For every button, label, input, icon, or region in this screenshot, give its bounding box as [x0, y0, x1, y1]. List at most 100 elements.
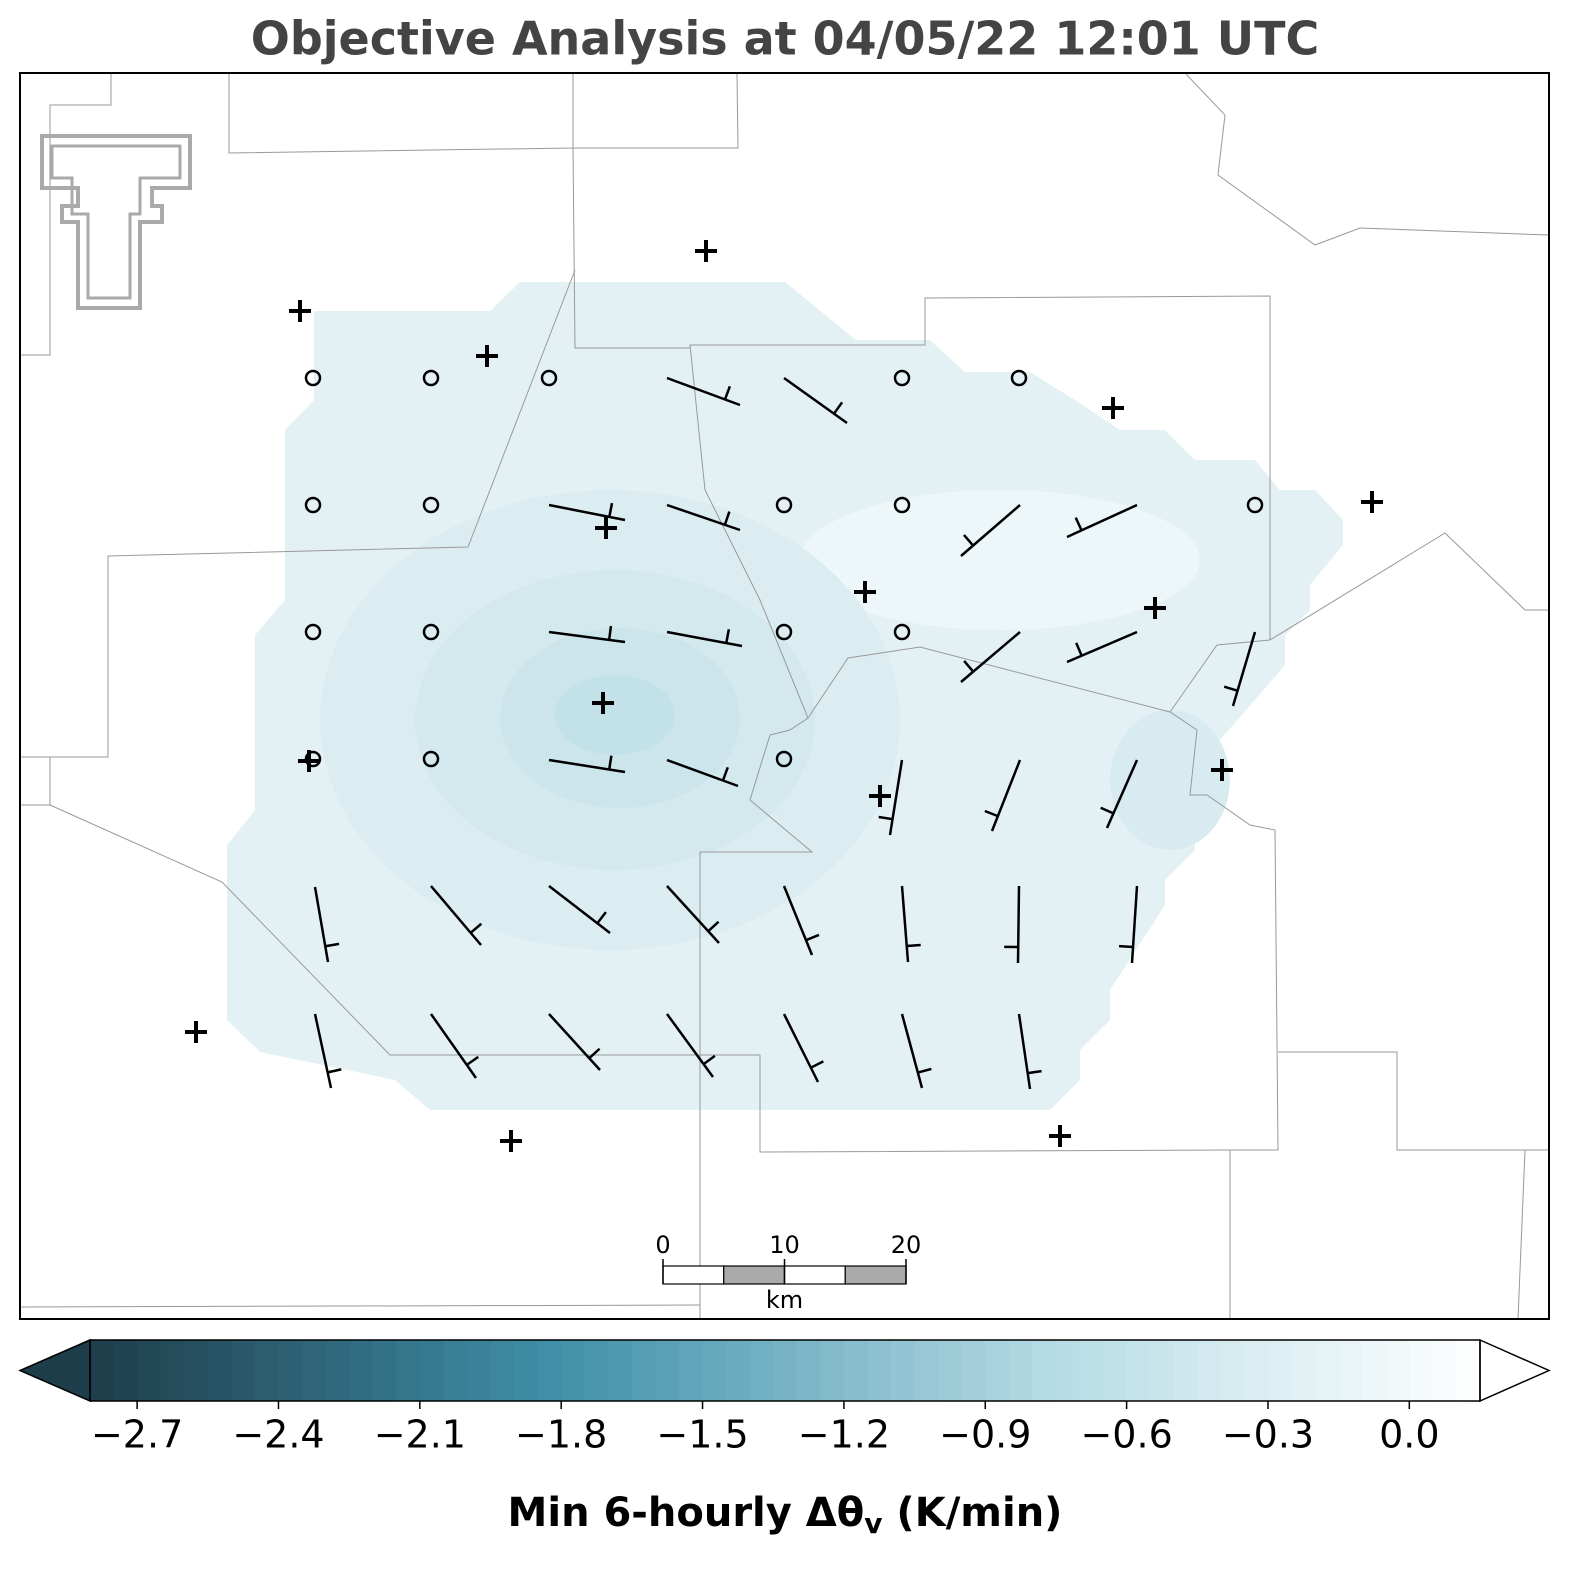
colorbar-band — [844, 1340, 868, 1401]
colorbar-tick-label: −1.5 — [656, 1413, 748, 1457]
colorbar-band — [608, 1340, 632, 1401]
colorbar-band — [1197, 1340, 1221, 1401]
colorbar-band — [773, 1340, 797, 1401]
colorbar-band — [208, 1340, 232, 1401]
colorbar-band — [184, 1340, 208, 1401]
wind-barb-flag — [907, 945, 921, 946]
site-marker — [1361, 491, 1383, 513]
colorbar-band — [938, 1340, 962, 1401]
colorbar-band — [137, 1340, 161, 1401]
colorbar-band — [491, 1340, 515, 1401]
colorbar-band — [278, 1340, 302, 1401]
colorbar-band — [820, 1340, 844, 1401]
colorbar-band — [255, 1340, 279, 1401]
colorbar-band — [1032, 1340, 1056, 1401]
colorbar-band — [1409, 1340, 1433, 1401]
colorbar-band — [373, 1340, 397, 1401]
colorbar-tick-label: −0.9 — [939, 1413, 1031, 1457]
colorbar-tick-label: −1.2 — [798, 1413, 890, 1457]
colorbar-band — [1127, 1340, 1151, 1401]
colorbar-tick-label: 0.0 — [1379, 1413, 1439, 1457]
colorbar-band — [1292, 1340, 1316, 1401]
colorbar-band — [561, 1340, 585, 1401]
colorbar-band — [349, 1340, 373, 1401]
colorbar-band — [1009, 1340, 1033, 1401]
colorbar-band — [632, 1340, 656, 1401]
colorbar-band — [1386, 1340, 1410, 1401]
colorbar-extend-low — [20, 1340, 90, 1401]
colorbar-band — [467, 1340, 491, 1401]
colorbar-tick-label: −0.3 — [1222, 1413, 1314, 1457]
scale-tick-label: 10 — [769, 1231, 800, 1259]
colorbar-band — [1315, 1340, 1339, 1401]
colorbar-band — [655, 1340, 679, 1401]
scale-segment — [663, 1266, 724, 1284]
colorbar-band — [1174, 1340, 1198, 1401]
colorbar-band — [302, 1340, 326, 1401]
colorbar-band — [797, 1340, 821, 1401]
colorbar-band — [443, 1340, 467, 1401]
site-marker — [289, 300, 311, 322]
colorbar-band — [396, 1340, 420, 1401]
colorbar-extend-high — [1480, 1340, 1549, 1401]
colorbar-band — [962, 1340, 986, 1401]
colorbar-band — [985, 1340, 1009, 1401]
scale-tick-label: 0 — [655, 1231, 670, 1259]
colorbar-band — [90, 1340, 114, 1401]
map — [20, 73, 1549, 1319]
colorbar-band — [514, 1340, 538, 1401]
logo — [42, 136, 190, 308]
colorbar-label: Min 6-hourly Δθv (K/min) — [508, 1490, 1063, 1540]
colorbar-band — [750, 1340, 774, 1401]
colorbar: −2.7 −2.4 −2.1 −1.8 −1.5 −1.2 −0.9 −0.6 −0.3 0.0 — [20, 1340, 1549, 1457]
colorbar-band — [420, 1340, 444, 1401]
colorbar-band — [1056, 1340, 1080, 1401]
colorbar-band — [161, 1340, 185, 1401]
colorbar-band — [1339, 1340, 1363, 1401]
site-marker — [1102, 397, 1124, 419]
wind-barb — [1018, 886, 1019, 963]
colorbar-tick-label: −1.8 — [515, 1413, 607, 1457]
colorbar-band — [1362, 1340, 1386, 1401]
colorbar-band — [114, 1340, 138, 1401]
colorbar-band — [703, 1340, 727, 1401]
site-marker — [500, 1130, 522, 1152]
colorbar-tick-label: −2.7 — [91, 1413, 183, 1457]
colorbar-band — [326, 1340, 350, 1401]
scale-segment — [724, 1266, 785, 1284]
colorbar-tick-label: −2.1 — [374, 1413, 466, 1457]
scale-unit: km — [766, 1286, 803, 1314]
site-marker — [695, 240, 717, 262]
colorbar-band — [1433, 1340, 1457, 1401]
chart-title: Objective Analysis at 04/05/22 12:01 UTC — [251, 12, 1320, 66]
colorbar-tick-label: −2.4 — [232, 1413, 324, 1457]
colorbar-tick-label: −0.6 — [1080, 1413, 1172, 1457]
scale-segment — [845, 1266, 906, 1284]
scale-segment — [785, 1266, 846, 1284]
site-marker — [185, 1021, 207, 1043]
colorbar-band — [1103, 1340, 1127, 1401]
colorbar-band — [231, 1340, 255, 1401]
colorbar-band — [1456, 1340, 1480, 1401]
colorbar-band — [585, 1340, 609, 1401]
colorbar-band — [538, 1340, 562, 1401]
colorbar-band — [915, 1340, 939, 1401]
scale-tick-label: 20 — [891, 1231, 922, 1259]
wind-barb-flag — [1119, 946, 1133, 947]
colorbar-band — [1221, 1340, 1245, 1401]
colorbar-label-text: Min 6-hourly Δθ — [508, 1490, 865, 1536]
colorbar-band — [891, 1340, 915, 1401]
colorbar-label-subscript: v — [864, 1507, 882, 1540]
scale-bar: 0 10 20 km — [655, 1231, 921, 1314]
colorbar-label-suffix: (K/min) — [882, 1490, 1062, 1536]
wind-barb-flag — [328, 1069, 342, 1072]
site-marker — [1049, 1125, 1071, 1147]
colorbar-band — [679, 1340, 703, 1401]
colorbar-band — [726, 1340, 750, 1401]
colorbar-band — [1150, 1340, 1174, 1401]
contour-level — [555, 675, 675, 755]
colorbar-band — [1268, 1340, 1292, 1401]
colorbar-band — [1244, 1340, 1268, 1401]
colorbar-band — [1079, 1340, 1103, 1401]
